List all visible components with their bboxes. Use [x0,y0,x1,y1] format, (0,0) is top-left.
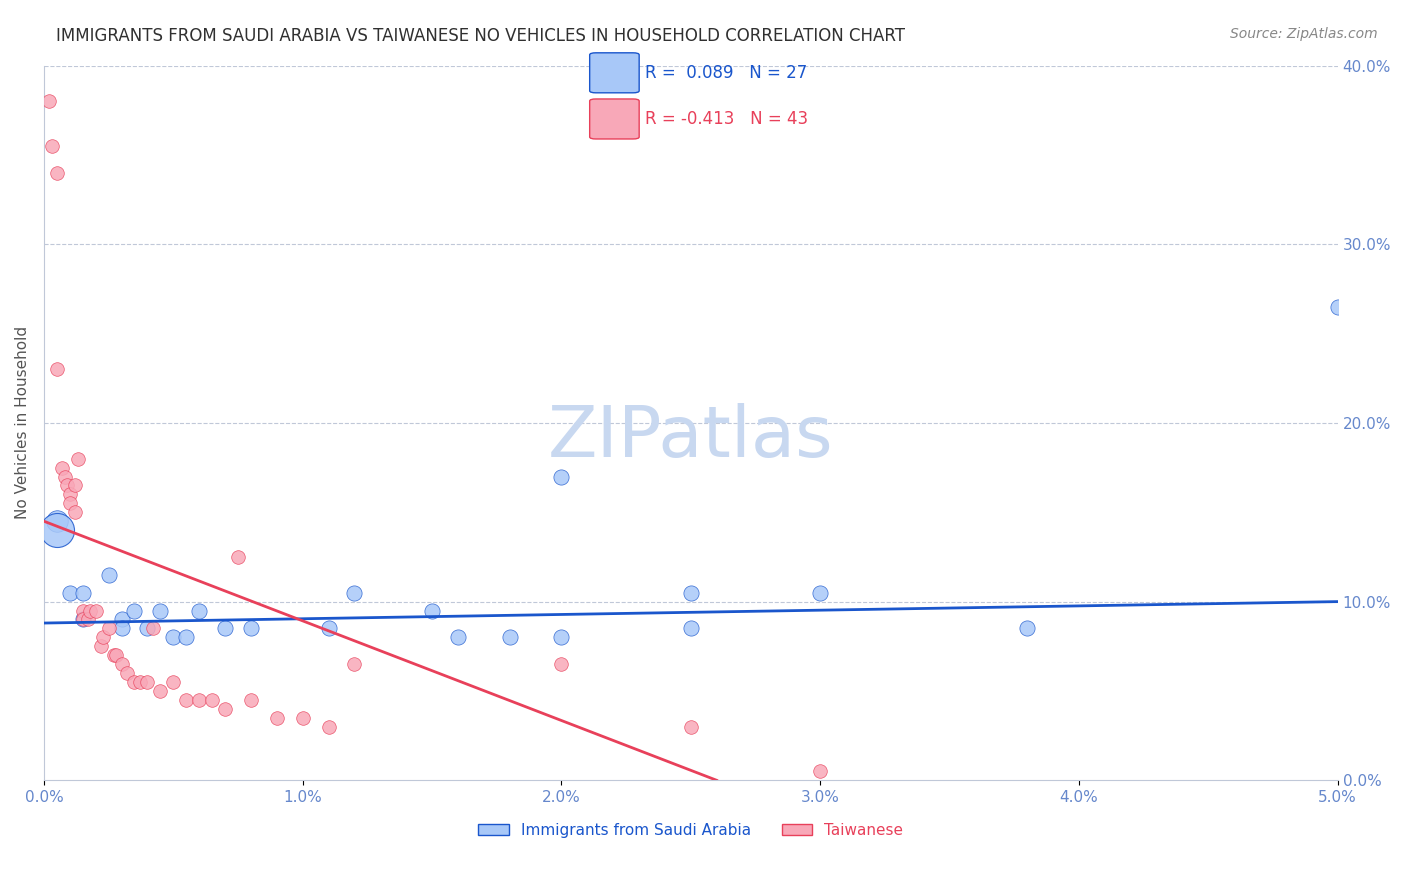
Point [343,657,366,672]
Point [115,666,138,681]
Point [239,693,262,707]
Point [1017,621,1039,635]
Point [318,720,340,734]
Point [214,702,236,716]
Legend: Immigrants from Saudi Arabia, Taiwanese: Immigrants from Saudi Arabia, Taiwanese [472,817,910,844]
Point [63,505,86,519]
Point [110,621,132,635]
Point [56,478,79,492]
Point [679,585,702,599]
Point [498,631,520,645]
Text: ZIPatlas: ZIPatlas [548,402,834,472]
Point [59,487,82,501]
Point [136,621,159,635]
Point [214,621,236,635]
Text: IMMIGRANTS FROM SAUDI ARABIA VS TAIWANESE NO VEHICLES IN HOUSEHOLD CORRELATION C: IMMIGRANTS FROM SAUDI ARABIA VS TAIWANES… [56,27,905,45]
Point [72,603,94,617]
Point [93,631,115,645]
FancyBboxPatch shape [589,53,640,93]
Point [550,469,572,483]
Point [201,693,224,707]
Point [66,451,89,466]
Point [59,585,82,599]
Point [343,585,366,599]
Point [174,693,197,707]
Point [77,612,100,626]
Point [72,585,94,599]
Point [79,603,101,617]
Point [63,478,86,492]
Point [550,631,572,645]
Point [679,621,702,635]
Y-axis label: No Vehicles in Household: No Vehicles in Household [15,326,30,519]
Point [51,460,73,475]
Point [149,603,172,617]
Point [291,711,314,725]
Point [420,603,443,617]
Point [41,139,63,153]
Point [136,675,159,690]
Text: R =  0.089   N = 27: R = 0.089 N = 27 [645,64,807,82]
Point [124,603,146,617]
Point [45,523,67,537]
Point [59,496,82,510]
Point [72,612,94,626]
Point [105,648,128,663]
Point [239,621,262,635]
Point [162,675,184,690]
Point [162,631,184,645]
Point [38,95,60,109]
Point [103,648,125,663]
Point [45,362,67,376]
Text: R = -0.413   N = 43: R = -0.413 N = 43 [645,110,808,128]
Point [97,567,120,582]
Point [128,675,150,690]
Point [550,657,572,672]
Point [110,612,132,626]
Point [124,675,146,690]
Point [226,549,249,564]
Point [45,514,67,528]
Point [188,693,211,707]
Text: Source: ZipAtlas.com: Source: ZipAtlas.com [1230,27,1378,41]
Point [266,711,288,725]
Point [447,631,470,645]
Point [90,640,112,654]
Point [174,631,197,645]
Point [808,585,831,599]
Point [84,603,107,617]
Point [142,621,165,635]
FancyBboxPatch shape [589,99,640,139]
Point [1326,300,1348,314]
Point [53,469,76,483]
Point [45,166,67,180]
Point [149,684,172,698]
Point [318,621,340,635]
Point [72,612,94,626]
Point [110,657,132,672]
Point [679,720,702,734]
Point [188,603,211,617]
Point [97,621,120,635]
Point [808,764,831,779]
